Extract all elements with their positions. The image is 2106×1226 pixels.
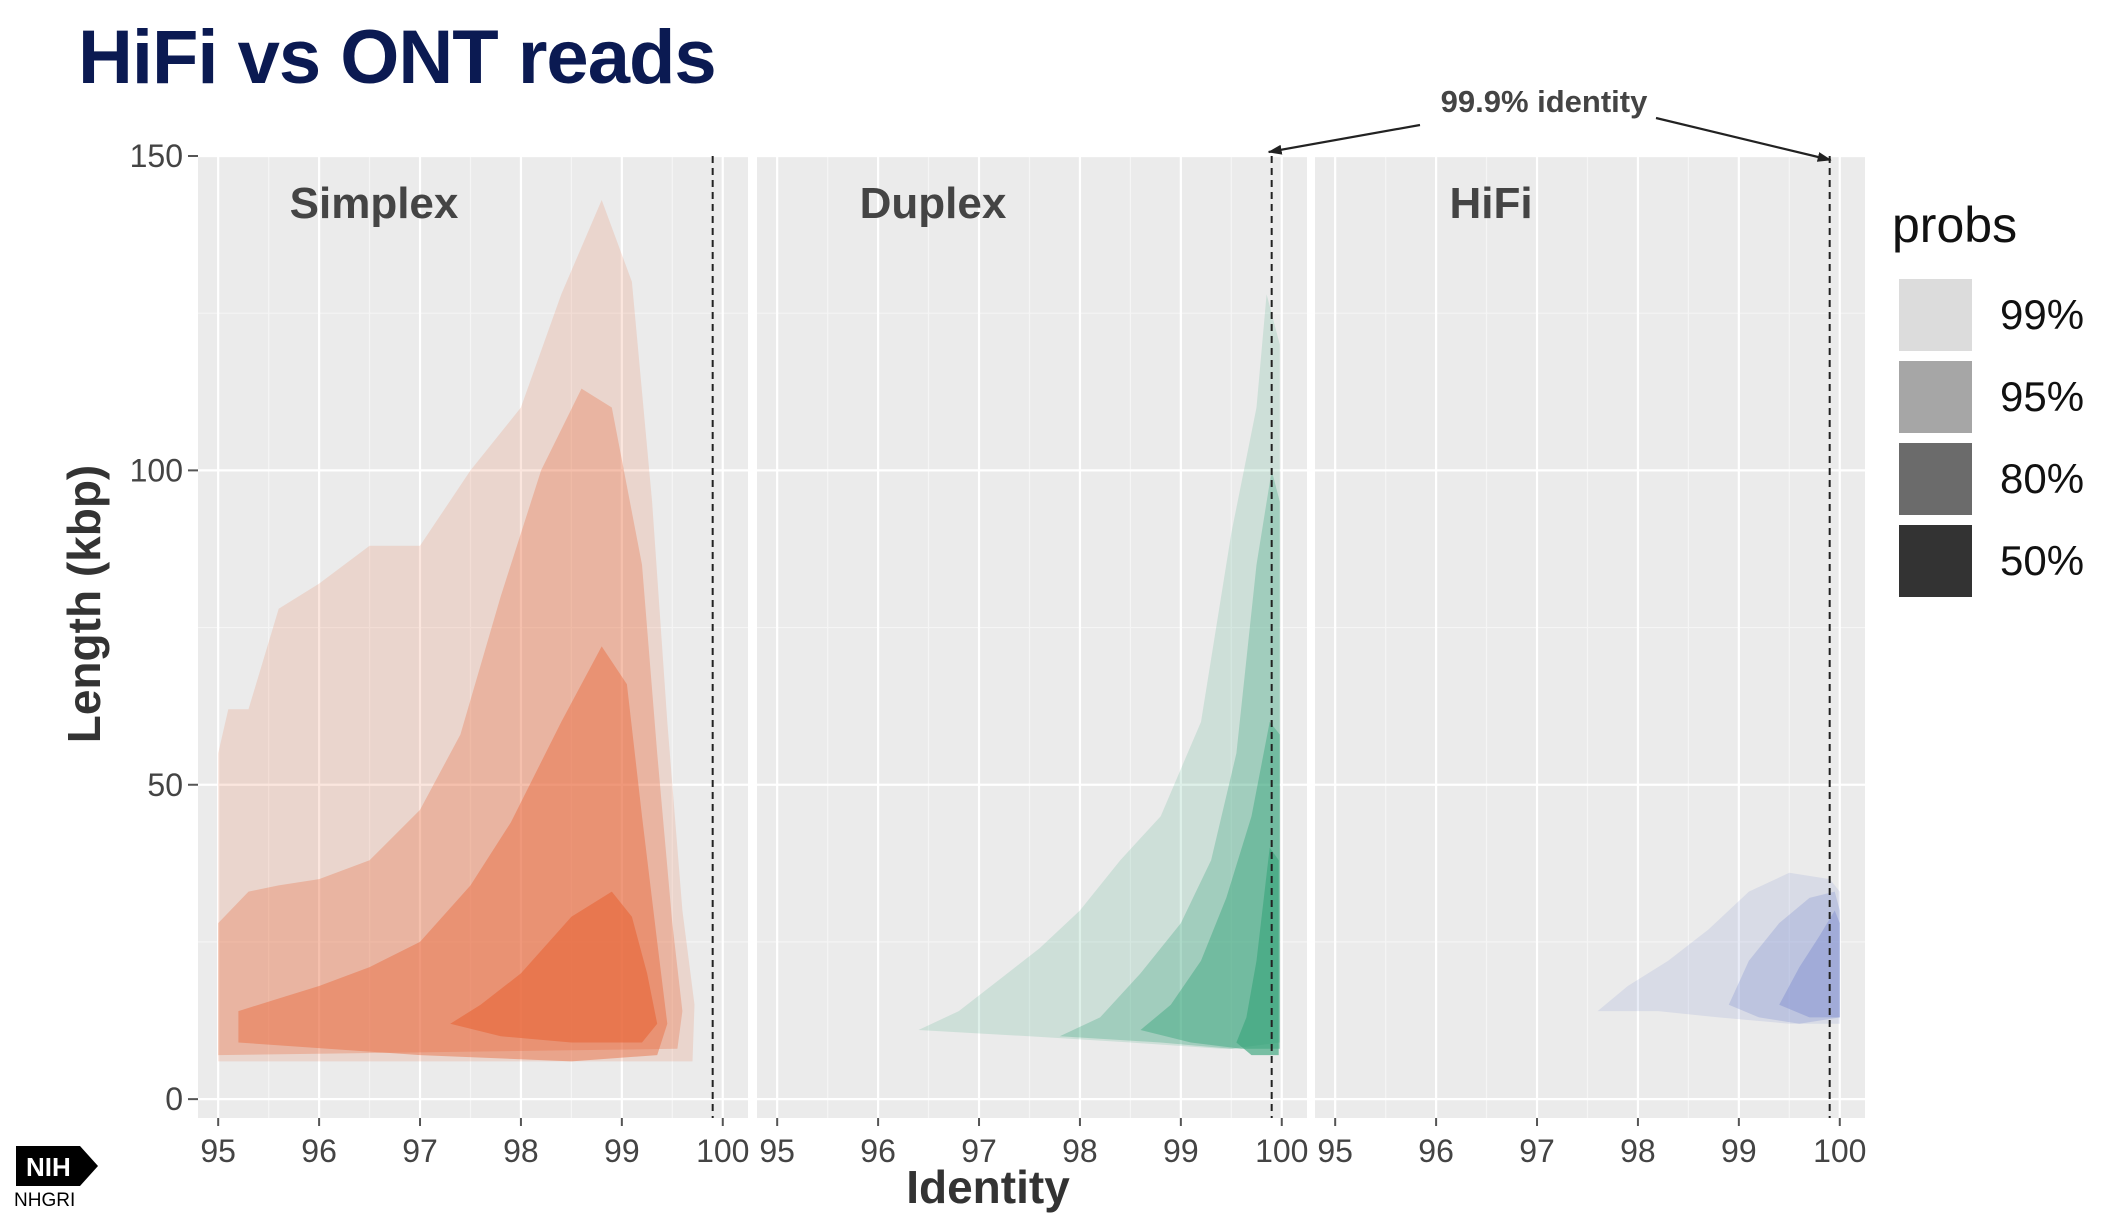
nih-logo: NIH (16, 1146, 98, 1186)
panel-hifi: HiFi (1315, 154, 1865, 1118)
x-tick-label: 98 (1620, 1133, 1656, 1169)
axes-layer: 95 96 97 98 99 100 95 96 97 98 99 100 95 96 97 98 99 1000… (58, 138, 1866, 1213)
panel-background (757, 156, 1307, 1118)
x-tick-label: 99 (1721, 1133, 1757, 1169)
y-tick-label: 100 (130, 452, 183, 488)
x-tick-label: 100 (1813, 1133, 1866, 1169)
density-region-simplex-50pct (450, 891, 658, 1043)
legend-swatch (1899, 279, 1972, 351)
y-tick-label: 0 (165, 1081, 183, 1117)
x-tick-label: 97 (961, 1133, 997, 1169)
x-tick-label: 96 (1418, 1133, 1454, 1169)
page-title: HiFi vs ONT reads (78, 15, 717, 100)
panel-background (198, 156, 748, 1118)
panel-title: Duplex (860, 179, 1007, 228)
panel-simplex: Simplex (198, 154, 748, 1118)
density-region-duplex-80pct (1140, 721, 1280, 1049)
y-tick-label: 150 (130, 138, 183, 174)
legend-swatch (1899, 525, 1972, 597)
x-tick-label: 99 (1163, 1133, 1199, 1169)
logo-text: NIH (26, 1152, 71, 1182)
legend-label: 95% (2000, 373, 2084, 420)
x-tick-label: 100 (696, 1133, 749, 1169)
panel-background (1315, 156, 1865, 1118)
y-axis-label: Length (kbp) (58, 465, 110, 744)
x-tick-label: 100 (1255, 1133, 1308, 1169)
legend-label: 80% (2000, 455, 2084, 502)
x-tick-label: 95 (1317, 1133, 1353, 1169)
annotation-arrow (1655, 116, 1832, 162)
legend-swatch (1899, 443, 1972, 515)
x-tick-label: 96 (301, 1133, 337, 1169)
legend-label: 99% (2000, 291, 2084, 338)
legend-label: 50% (2000, 537, 2084, 584)
density-region-hifi-95pct (1728, 891, 1840, 1024)
annotation-layer: 99.9% identity (1267, 84, 1832, 162)
x-tick-label: 96 (860, 1133, 896, 1169)
density-region-hifi-99pct (1597, 872, 1840, 1024)
x-tick-label: 99 (604, 1133, 640, 1169)
panel-title: Simplex (290, 179, 459, 228)
panels-layer: Simplex Duplex HiFi (198, 154, 1865, 1118)
legend: probs 99% 95% 80% 50% (1892, 197, 2084, 600)
density-region-simplex-95pct (218, 388, 683, 1056)
x-tick-label: 98 (1062, 1133, 1098, 1169)
density-region-simplex-99pct (218, 200, 695, 1062)
x-tick-label: 95 (200, 1133, 236, 1169)
density-region-duplex-95pct (1059, 470, 1280, 1049)
reference-line-label: 99.9% identity (1441, 84, 1648, 119)
density-region-duplex-50pct (1236, 847, 1279, 1056)
density-region-hifi-80pct (1779, 910, 1840, 1018)
panel-duplex: Duplex (757, 154, 1307, 1118)
x-tick-label: 97 (1519, 1133, 1555, 1169)
x-tick-label: 98 (503, 1133, 539, 1169)
y-tick-label: 50 (147, 767, 183, 803)
x-axis-label: Identity (906, 1161, 1070, 1213)
x-tick-label: 97 (402, 1133, 438, 1169)
logo-subtext: NHGRI (14, 1190, 76, 1211)
legend-swatch (1899, 361, 1972, 433)
legend-title: probs (1892, 197, 2017, 253)
panel-title: HiFi (1449, 179, 1532, 228)
density-region-duplex-99pct (918, 294, 1280, 1049)
annotation-arrow (1267, 123, 1421, 155)
x-tick-label: 95 (759, 1133, 795, 1169)
